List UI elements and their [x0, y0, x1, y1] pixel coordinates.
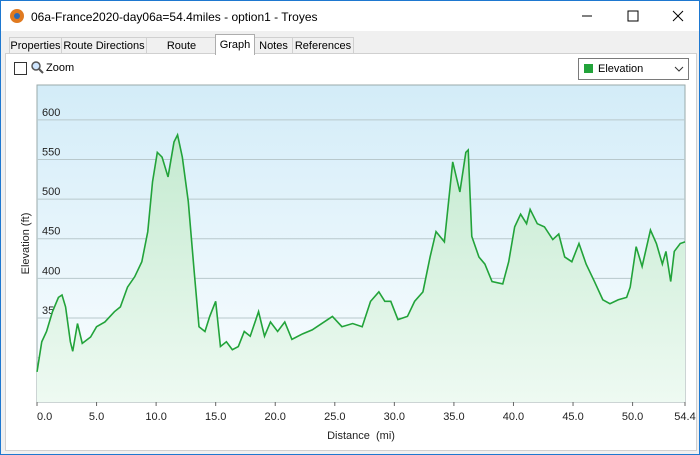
window-controls[interactable]: [571, 6, 697, 26]
x-axis-label: Distance (mi): [327, 430, 395, 442]
x-tick-label: 0.0: [37, 411, 52, 423]
y-tick-label: 450: [42, 226, 60, 238]
x-tick-label: 50.0: [622, 411, 643, 423]
x-tick-label: 45.0: [562, 411, 583, 423]
series-swatch: [584, 64, 593, 73]
x-tick-label: 20.0: [265, 411, 286, 423]
tab-selected[interactable]: Graph: [215, 34, 255, 55]
x-tick-label: 35.0: [443, 411, 464, 423]
y-tick-label: 600: [42, 107, 60, 119]
y-tick-label: 400: [42, 265, 60, 277]
y-axis-label: Elevation (ft): [20, 213, 32, 275]
title-bar: 06a-France2020-day06a=54.4miles - option…: [1, 1, 699, 31]
x-tick-label: 30.0: [384, 411, 405, 423]
tab[interactable]: References: [292, 37, 354, 54]
tab[interactable]: Route Options: [146, 37, 217, 68]
tab[interactable]: Notes: [254, 37, 293, 54]
chart: 3003504004505005506000.05.010.015.020.02…: [20, 84, 696, 442]
window-title: 06a-France2020-day06a=54.4miles - option…: [31, 10, 318, 24]
dropdown-label: Elevation: [598, 63, 644, 75]
x-tick-label: 54.4: [674, 411, 695, 423]
graph-panel: Zoom Elevation 3003504004505005506000.05…: [5, 53, 697, 451]
dropdown-arrow: [674, 66, 684, 72]
zoom-label: Zoom: [46, 62, 75, 74]
zoom-checkbox[interactable]: [14, 62, 27, 75]
y-tick-label: 550: [42, 146, 60, 158]
zoom-icon: [31, 61, 44, 74]
area-fill: [37, 134, 685, 402]
tab[interactable]: Properties: [9, 37, 62, 54]
x-tick-label: 25.0: [324, 411, 345, 423]
tab[interactable]: Route Directions: [61, 37, 147, 54]
x-tick-label: 40.0: [503, 411, 524, 423]
app-icon: [10, 9, 24, 23]
series-dropdown[interactable]: Elevation: [578, 58, 689, 80]
y-tick-label: 500: [42, 186, 60, 198]
line: [36, 132, 686, 373]
x-tick-label: 10.0: [145, 411, 166, 423]
x-tick-label: 5.0: [89, 411, 104, 423]
x-tick-label: 15.0: [205, 411, 226, 423]
